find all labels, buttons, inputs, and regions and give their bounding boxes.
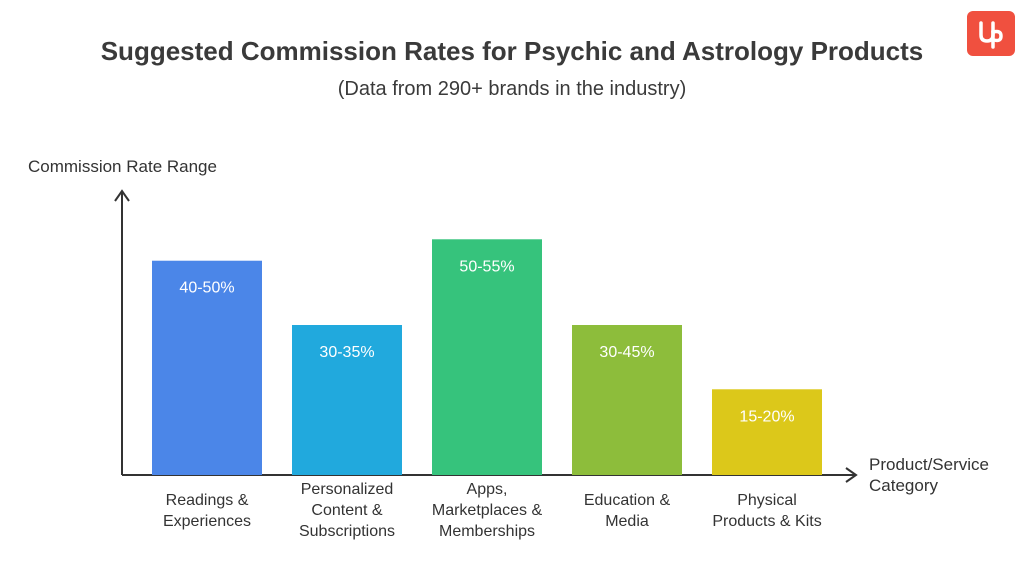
chart-title: Suggested Commission Rates for Psychic a… (100, 36, 924, 66)
category-label-3: Apps, (467, 481, 508, 498)
category-label-1: Readings & (166, 492, 249, 509)
category-label-2: Personalized (301, 481, 394, 498)
category-label-3: Memberships (439, 523, 535, 540)
category-label-5: Physical (737, 492, 797, 509)
category-label-2: Content & (311, 502, 382, 519)
bar-3 (432, 239, 542, 475)
bar-4 (572, 325, 682, 475)
category-label-1: Experiences (163, 513, 251, 530)
data-label-5: 15-20% (739, 408, 794, 425)
brand-logo[interactable] (967, 11, 1015, 56)
x-axis-label: Product/Service Category (869, 455, 989, 495)
bar-5 (712, 389, 822, 475)
chart-subtitle: (Data from 290+ brands in the industry) (337, 78, 687, 100)
upword-logo-icon (979, 21, 1003, 49)
category-label-5: Products & Kits (712, 513, 821, 530)
data-label-3: 50-55% (459, 258, 514, 275)
category-label-4: Education & (584, 492, 671, 509)
data-label-4: 30-45% (599, 344, 654, 361)
bar-2 (292, 325, 402, 475)
data-label-2: 30-35% (319, 344, 374, 361)
x-axis-arrow (845, 467, 858, 483)
y-axis-label: Commission Rate Range (28, 157, 217, 176)
category-label-2: Subscriptions (299, 523, 395, 540)
category-label-4: Media (605, 513, 649, 530)
bar-1 (152, 260, 262, 475)
y-axis-arrow (114, 189, 130, 202)
category-label-3: Marketplaces & (432, 502, 543, 519)
data-label-1: 40-50% (179, 280, 234, 297)
